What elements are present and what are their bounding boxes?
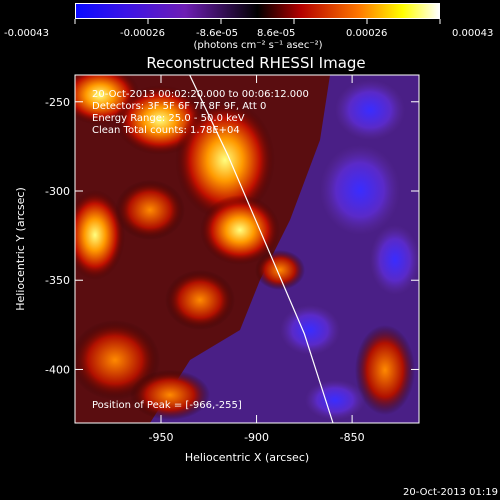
- overlay-detectors: Detectors: 3F 5F 6F 7F 8F 9F, Att 0: [92, 101, 266, 112]
- colorbar-ticks: [74, 19, 441, 24]
- colorbar-units: (photons cm⁻² s⁻¹ asec⁻²): [193, 40, 322, 51]
- timestamp: 20-Oct-2013 01:19: [403, 487, 498, 498]
- x-tick-label: -900: [244, 431, 269, 444]
- overlay-energy: Energy Range: 25.0 - 50.0 keV: [92, 113, 245, 124]
- y-tick-label: -250: [45, 96, 70, 109]
- colorbar-tick-label: -8.6e-05: [196, 28, 238, 39]
- heatmap: [75, 75, 419, 423]
- plot-frame: [74, 74, 420, 424]
- heatmap-hot-spots: [75, 75, 415, 420]
- y-tick-label: -350: [45, 274, 70, 287]
- x-tick-label: -850: [340, 431, 365, 444]
- y-tick-label: -300: [45, 185, 70, 198]
- colorbar-tick-label: -0.00026: [120, 28, 165, 39]
- colorbar: [75, 3, 440, 19]
- y-tick-label: -400: [45, 363, 70, 376]
- colorbar-tick-label: 0.00026: [346, 28, 387, 39]
- heatmap-cool-spots: [280, 80, 419, 420]
- solar-limb-curve: [189, 75, 334, 423]
- y-axis-label: Heliocentric Y (arcsec): [14, 187, 27, 311]
- overlay-clean: Clean Total counts: 1.78E+04: [92, 125, 240, 136]
- colorbar-tick-label: 0.00043: [452, 28, 493, 39]
- x-tick-label: -950: [149, 431, 174, 444]
- x-axis-label: Heliocentric X (arcsec): [185, 451, 309, 464]
- chart-title: Reconstructed RHESSI Image: [146, 54, 365, 72]
- colorbar-tick-label: -0.00043: [4, 28, 49, 39]
- colorbar-tick-label: 8.6e-05: [257, 28, 295, 39]
- overlay-peak: Position of Peak = [-966,-255]: [92, 400, 242, 411]
- y-axis: -250 -300 -350 -400: [45, 96, 419, 376]
- overlay-time-range: 20-Oct-2013 00:02:20.000 to 00:06:12.000: [92, 89, 309, 100]
- x-axis: -950 -900 -850: [149, 75, 365, 444]
